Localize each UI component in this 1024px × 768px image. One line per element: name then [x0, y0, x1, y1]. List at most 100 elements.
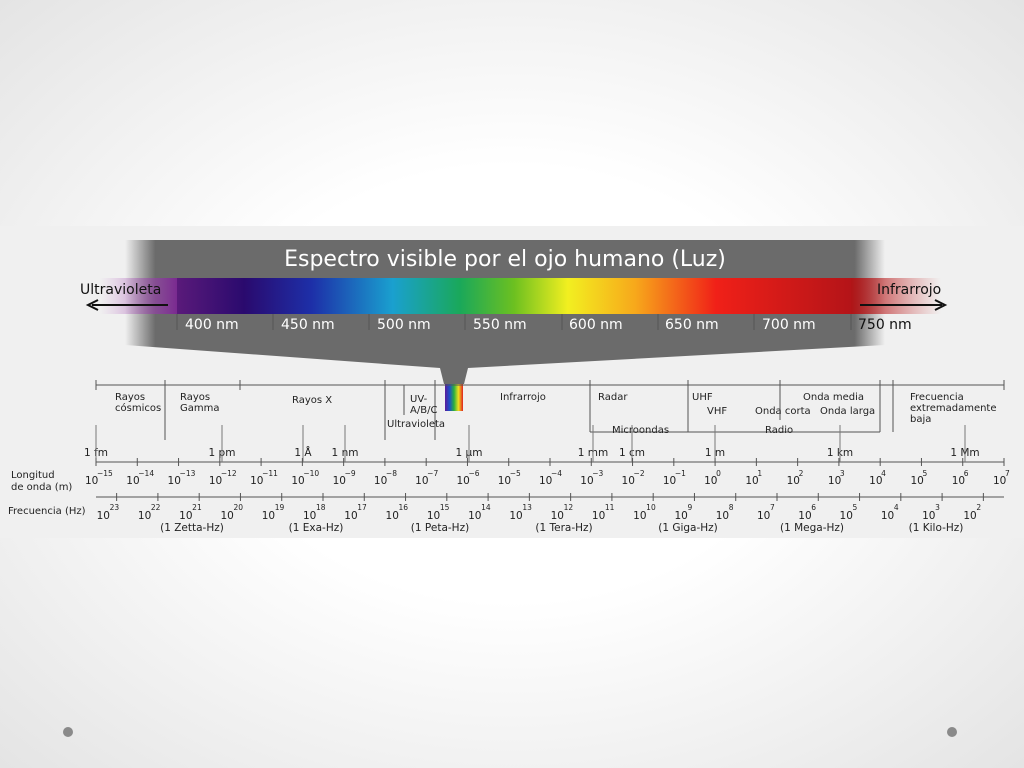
exponent: −11	[262, 469, 278, 478]
exponent: 5	[853, 503, 858, 512]
exponent: 2	[976, 503, 981, 512]
uv-fade	[100, 278, 177, 314]
frequency-unit: (1 Peta-Hz)	[411, 522, 469, 534]
base: 10	[633, 510, 646, 522]
wavelength-label: 550 nm	[473, 317, 527, 333]
base: 10	[344, 510, 357, 522]
base: 10	[220, 510, 233, 522]
exponent: −13	[180, 469, 196, 478]
exponent: 21	[192, 503, 202, 512]
base: 10	[291, 475, 304, 487]
base: 10	[168, 475, 181, 487]
region-label: Rayos	[115, 392, 145, 403]
exponent: 8	[729, 503, 734, 512]
base: 10	[468, 510, 481, 522]
region-label: VHF	[707, 406, 727, 417]
exponent: −6	[468, 469, 479, 478]
exponent: 13	[522, 503, 532, 512]
exponent: 7	[1005, 469, 1010, 478]
exponent: 1	[757, 469, 762, 478]
slide-dot	[947, 727, 957, 737]
exponent: −9	[345, 469, 356, 478]
wavelength-label: 650 nm	[665, 317, 719, 333]
exponent: 4	[894, 503, 899, 512]
base: 10	[138, 510, 151, 522]
exponent: 6	[811, 503, 816, 512]
base: 10	[509, 510, 522, 522]
exponent: −10	[303, 469, 319, 478]
base: 10	[539, 475, 552, 487]
base: 10	[840, 510, 853, 522]
region-label: Infrarrojo	[500, 392, 546, 403]
region-label: cósmicos	[115, 402, 161, 414]
base: 10	[745, 475, 758, 487]
region-label: UV-	[410, 394, 428, 405]
exponent: −5	[510, 469, 521, 478]
ir-arrow	[860, 299, 948, 311]
exponent: −2	[634, 469, 645, 478]
exponent: 14	[481, 503, 491, 512]
region-label: Microondas	[612, 425, 669, 436]
region-label: Radio	[765, 425, 793, 436]
base: 10	[716, 510, 729, 522]
exponent: 22	[151, 503, 161, 512]
base: 10	[97, 510, 110, 522]
base: 10	[869, 475, 882, 487]
region-label: Frecuencia	[910, 392, 964, 403]
exponent: 15	[440, 503, 450, 512]
base: 10	[952, 475, 965, 487]
base: 10	[881, 510, 894, 522]
base: 10	[386, 510, 399, 522]
mini-spectrum	[445, 384, 463, 411]
region-label: extremadamente	[910, 403, 997, 414]
ir-label: Infrarrojo	[877, 282, 941, 298]
title: Espectro visible por el ojo humano (Luz)	[284, 247, 726, 272]
exponent: 7	[770, 503, 775, 512]
frequency-unit: (1 Giga-Hz)	[658, 522, 718, 534]
base: 10	[787, 475, 800, 487]
base: 10	[757, 510, 770, 522]
exponent: 4	[881, 469, 886, 478]
exponent: −8	[386, 469, 397, 478]
exponent: 2	[799, 469, 804, 478]
exponent: 11	[605, 503, 615, 512]
row-label: de onda (m)	[11, 482, 72, 493]
region-label: Onda corta	[755, 406, 811, 417]
base: 10	[250, 475, 263, 487]
uv-label: Ultravioleta	[80, 282, 161, 298]
wavelength-label: 600 nm	[569, 317, 623, 333]
exponent: −1	[675, 469, 686, 478]
exponent: 0	[716, 469, 721, 478]
region-label: Onda larga	[820, 406, 875, 417]
base: 10	[580, 475, 593, 487]
exponent: −12	[221, 469, 237, 478]
region-label: baja	[910, 414, 931, 425]
base: 10	[963, 510, 976, 522]
region-label: UHF	[692, 392, 713, 403]
wavelength-label: 400 nm	[185, 317, 239, 333]
visible-spectrum	[177, 278, 851, 314]
row-label: Longitud	[11, 470, 55, 481]
frequency-unit: (1 Tera-Hz)	[535, 522, 592, 534]
wavelength-label: 700 nm	[762, 317, 816, 333]
base: 10	[551, 510, 564, 522]
row-label: Frecuencia (Hz)	[8, 506, 86, 517]
base: 10	[798, 510, 811, 522]
region-label: Rayos	[180, 392, 210, 403]
exponent: 20	[233, 503, 243, 512]
exponent: 16	[399, 503, 409, 512]
base: 10	[262, 510, 275, 522]
ir-fade	[851, 278, 941, 314]
exponent: 3	[840, 469, 845, 478]
base: 10	[374, 475, 387, 487]
region-label: Rayos X	[292, 395, 332, 406]
base: 10	[828, 475, 841, 487]
wavelength-label: 750 nm	[858, 317, 912, 333]
base: 10	[126, 475, 139, 487]
base: 10	[622, 475, 635, 487]
exponent: −3	[592, 469, 603, 478]
exponent: 18	[316, 503, 326, 512]
region-label: Ultravioleta	[387, 419, 445, 430]
exponent: −14	[138, 469, 154, 478]
